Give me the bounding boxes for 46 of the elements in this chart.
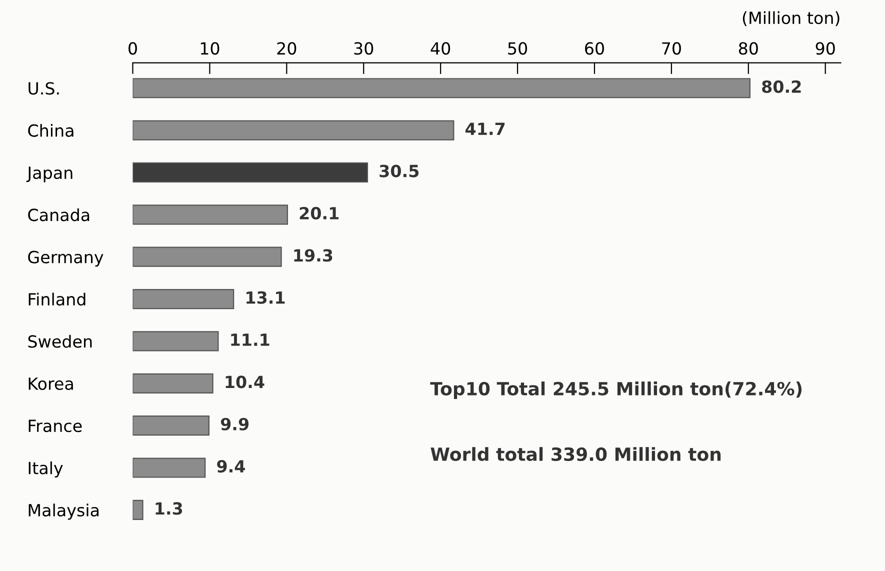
x-tick-label: 80 xyxy=(738,42,758,55)
bar xyxy=(132,416,210,436)
x-tick-label: 90 xyxy=(816,42,835,55)
data-label: 20.1 xyxy=(300,206,339,220)
x-tick-label: 70 xyxy=(662,42,681,55)
y-tick-label: Germany xyxy=(28,250,104,267)
bar xyxy=(132,373,214,394)
x-tick-label: 10 xyxy=(200,42,220,55)
y-tick-label: Italy xyxy=(28,461,63,478)
data-label: 11.1 xyxy=(231,334,270,346)
data-label: 9.4 xyxy=(217,460,245,473)
data-label: 10.4 xyxy=(226,376,264,388)
x-axis-title: (Million ton) xyxy=(742,11,840,26)
x-tick-label: 30 xyxy=(354,42,374,55)
x-tick-label: 40 xyxy=(430,42,450,55)
y-tick-label: Sweden xyxy=(28,334,92,348)
data-label: 13.1 xyxy=(246,291,285,304)
data-label: 41.7 xyxy=(466,122,505,135)
x-tick-label: 50 xyxy=(508,42,528,55)
data-label: 19.3 xyxy=(294,249,332,262)
bar xyxy=(132,458,206,478)
y-tick-label: China xyxy=(28,124,74,137)
data-label: 80.2 xyxy=(762,80,801,93)
y-tick-label: Japan xyxy=(26,166,72,182)
y-tick-label: Malaysia xyxy=(28,504,99,520)
bar xyxy=(132,288,234,310)
x-tick-label: 20 xyxy=(277,42,296,55)
bar xyxy=(132,78,750,98)
data-label: 9.9 xyxy=(220,418,249,430)
bar xyxy=(132,331,219,352)
y-tick-label: Korea xyxy=(28,378,73,390)
data-label: 1.3 xyxy=(156,502,182,515)
x-tick-label: 0 xyxy=(128,42,137,55)
bar xyxy=(132,246,282,267)
annotation: Top10 Total 245.5 Million ton(72.4%) xyxy=(430,382,802,399)
data-label: 30.5 xyxy=(380,164,419,178)
y-tick-label: Canada xyxy=(28,208,90,222)
annotation: World total 339.0 Million ton xyxy=(430,447,721,462)
bar xyxy=(132,162,368,183)
y-tick-label: Finland xyxy=(28,292,86,306)
bar xyxy=(132,500,144,520)
bar xyxy=(132,120,454,140)
y-tick-label: U.S. xyxy=(28,82,59,95)
x-tick-label: 60 xyxy=(585,42,604,55)
y-tick-label: France xyxy=(28,420,82,432)
bar xyxy=(132,204,288,225)
